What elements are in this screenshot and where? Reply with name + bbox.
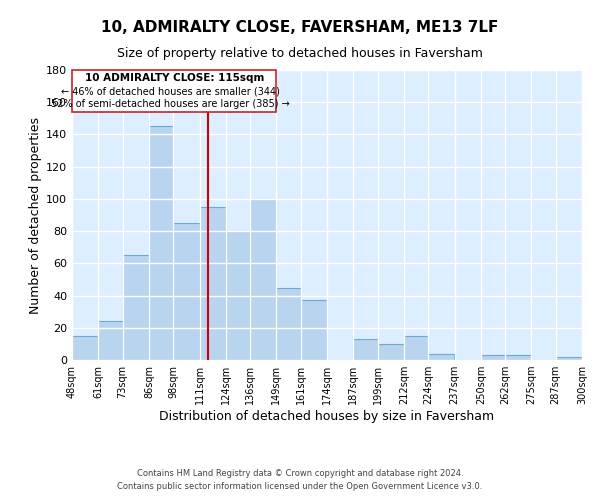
Bar [353, 339, 377, 360]
Bar [149, 126, 173, 360]
Bar [481, 355, 505, 360]
Text: Contains public sector information licensed under the Open Government Licence v3: Contains public sector information licen… [118, 482, 482, 491]
Bar [250, 199, 277, 360]
Bar [505, 355, 532, 360]
Text: Size of property relative to detached houses in Faversham: Size of property relative to detached ho… [117, 48, 483, 60]
Text: 10 ADMIRALTY CLOSE: 115sqm: 10 ADMIRALTY CLOSE: 115sqm [85, 73, 264, 83]
Bar [98, 322, 122, 360]
Bar [199, 207, 226, 360]
Bar [428, 354, 455, 360]
Bar [377, 344, 404, 360]
Bar [72, 336, 98, 360]
Text: ← 46% of detached houses are smaller (344): ← 46% of detached houses are smaller (34… [61, 86, 280, 96]
Text: Contains HM Land Registry data © Crown copyright and database right 2024.: Contains HM Land Registry data © Crown c… [137, 468, 463, 477]
Bar [301, 300, 327, 360]
Bar [226, 231, 250, 360]
Bar [173, 223, 199, 360]
Bar [277, 288, 301, 360]
X-axis label: Distribution of detached houses by size in Faversham: Distribution of detached houses by size … [160, 410, 494, 423]
Y-axis label: Number of detached properties: Number of detached properties [29, 116, 42, 314]
Text: 10, ADMIRALTY CLOSE, FAVERSHAM, ME13 7LF: 10, ADMIRALTY CLOSE, FAVERSHAM, ME13 7LF [101, 20, 499, 35]
Bar [72, 70, 277, 112]
Bar [122, 256, 149, 360]
Text: 52% of semi-detached houses are larger (385) →: 52% of semi-detached houses are larger (… [51, 99, 290, 109]
Bar [404, 336, 428, 360]
Bar [556, 357, 582, 360]
